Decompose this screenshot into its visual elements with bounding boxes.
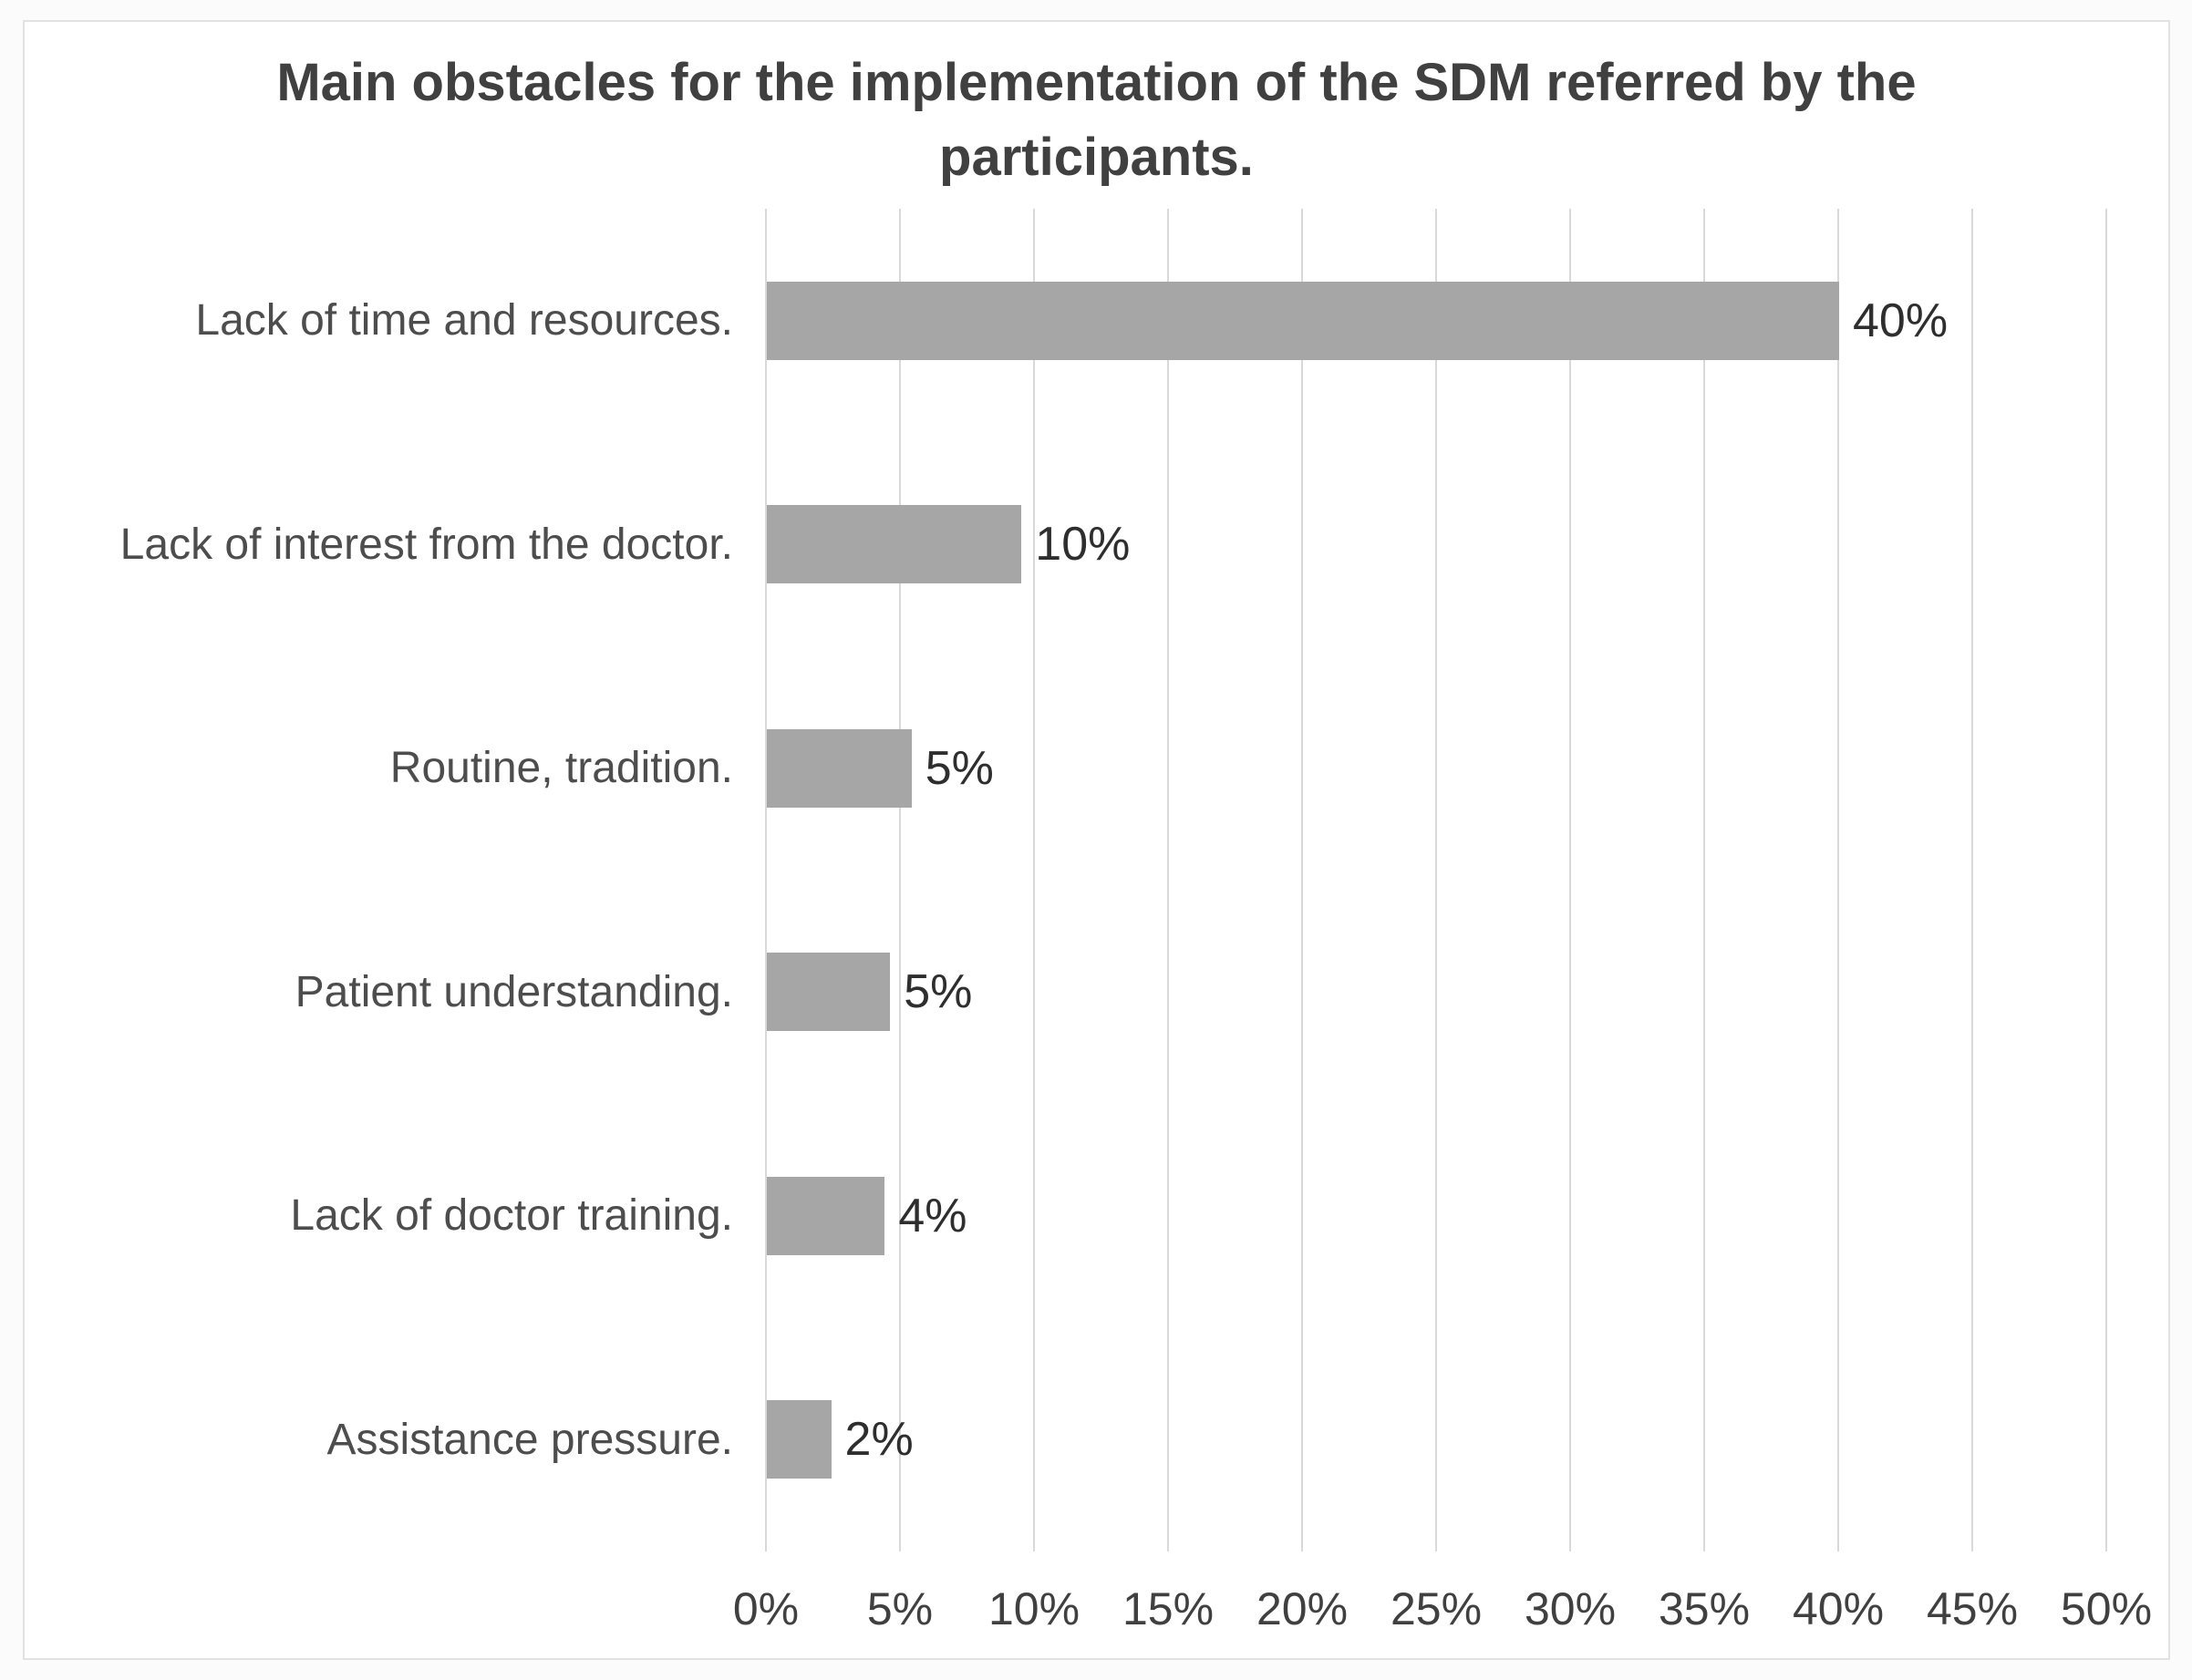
bar-4 <box>767 953 891 1032</box>
gridline-45pct <box>1971 209 1973 1551</box>
data-label: 4% <box>898 1189 967 1242</box>
x-tick-label: 25% <box>1390 1583 1483 1634</box>
x-tick-label: 15% <box>1122 1583 1215 1634</box>
bar-6 <box>767 1400 832 1479</box>
bar-1 <box>767 281 1839 360</box>
category-label: Assistance pressure. <box>326 1415 733 1464</box>
gridline-5pct <box>899 209 901 1551</box>
category-label: Lack of time and resources. <box>195 296 733 345</box>
bar-3 <box>767 728 912 808</box>
data-label: 5% <box>904 965 973 1019</box>
chart-title: Main obstacles for the implementation of… <box>276 53 1917 188</box>
gridline-50pct <box>2105 209 2107 1551</box>
chart-panel: Main obstacles for the implementation of… <box>23 20 2170 1660</box>
category-label: Lack of doctor training. <box>290 1191 733 1241</box>
x-tick-label: 0% <box>732 1583 800 1634</box>
data-label: 2% <box>844 1413 914 1467</box>
gridline-25pct <box>1435 209 1437 1551</box>
gridline-15pct <box>1167 209 1169 1551</box>
bar-5 <box>767 1176 885 1255</box>
x-tick-label: 50% <box>2060 1583 2153 1634</box>
category-label: Patient understanding. <box>295 967 733 1016</box>
category-label: Lack of interest from the doctor. <box>119 520 733 569</box>
gridline-30pct <box>1569 209 1571 1551</box>
x-tick-label: 30% <box>1524 1583 1617 1634</box>
data-label: 40% <box>1853 294 1949 347</box>
x-tick-label: 35% <box>1658 1583 1751 1634</box>
x-tick-label: 10% <box>987 1583 1080 1634</box>
data-label: 5% <box>925 741 994 795</box>
x-tick-label: 45% <box>1926 1583 2019 1634</box>
bar-2 <box>767 505 1022 584</box>
x-tick-label: 40% <box>1792 1583 1885 1634</box>
gridline-20pct <box>1301 209 1303 1551</box>
data-label: 10% <box>1035 518 1131 572</box>
gridline-0pct <box>765 209 767 1551</box>
gridline-35pct <box>1703 209 1705 1551</box>
category-label: Routine, tradition. <box>389 744 733 793</box>
x-tick-label: 20% <box>1256 1583 1349 1634</box>
gridline-10pct <box>1033 209 1035 1551</box>
gridline-40pct <box>1837 209 1839 1551</box>
x-tick-label: 5% <box>866 1583 934 1634</box>
plot-area: 0% 5% 10% 15% 20% 25% 30% 35% 40% 45% 50% Lack of t… <box>25 22 2168 1658</box>
